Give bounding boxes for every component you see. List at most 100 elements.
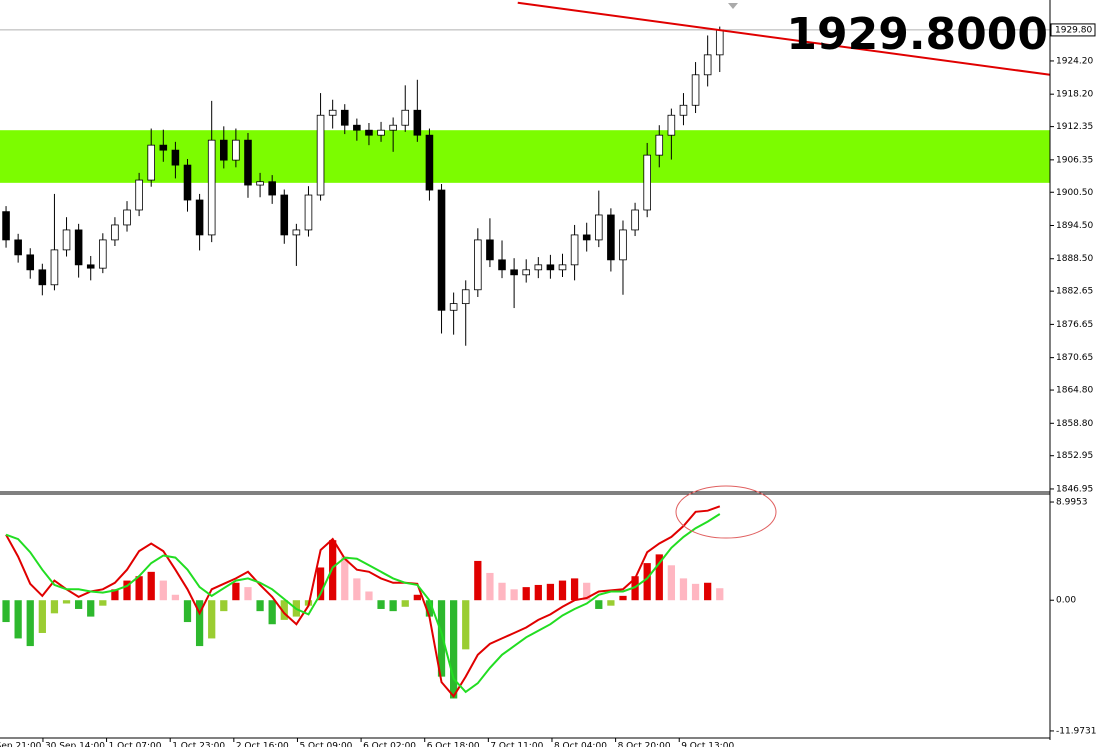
candle-body xyxy=(62,229,71,251)
candle-body xyxy=(135,179,143,211)
candle-body xyxy=(449,303,458,311)
histogram-bar xyxy=(268,600,276,625)
candle-body xyxy=(437,189,446,311)
histogram-bar xyxy=(256,600,264,612)
candle-body xyxy=(268,181,276,196)
candle-body xyxy=(50,249,59,286)
histogram-bar xyxy=(280,600,288,620)
x-tick-label: 1 Oct 07:00 xyxy=(109,742,162,747)
candle-body xyxy=(123,209,131,226)
candle-body xyxy=(570,234,579,266)
x-tick-label: 29 Sep 21:00 xyxy=(0,742,42,747)
candle-body xyxy=(38,269,47,286)
candle-body xyxy=(111,224,119,241)
candle-body xyxy=(365,129,373,136)
candle-body xyxy=(619,229,627,261)
histogram-bar xyxy=(244,587,252,601)
histogram-bar xyxy=(413,594,421,601)
y-tick-label: 1852.95 xyxy=(1056,451,1093,461)
histogram-bar xyxy=(99,600,107,606)
histogram-bar xyxy=(716,588,724,601)
histogram-bar xyxy=(62,600,71,604)
candle-body xyxy=(86,264,95,269)
candle-body xyxy=(643,154,651,211)
histogram-bar xyxy=(111,589,119,601)
histogram-bar xyxy=(607,600,615,606)
trendline xyxy=(517,1,1051,76)
histogram-bar xyxy=(220,600,228,612)
candle-body xyxy=(679,104,688,116)
candle-body xyxy=(667,114,676,136)
candle-body xyxy=(292,229,301,236)
candle-body xyxy=(171,149,180,166)
y-tick-label: 1870.65 xyxy=(1056,353,1093,363)
candle-body xyxy=(655,134,664,156)
histogram-bar xyxy=(38,600,46,633)
candle-body xyxy=(2,211,10,241)
y-tick-label: 0.00 xyxy=(1056,596,1076,606)
y-tick-label: 1894.50 xyxy=(1056,221,1093,231)
candle-body xyxy=(498,259,506,271)
y-tick-label: 1888.50 xyxy=(1056,254,1093,264)
histogram-bar xyxy=(691,583,700,601)
histogram-bar xyxy=(353,578,361,601)
histogram-bar xyxy=(365,591,373,601)
x-tick-label: 7 Oct 11:00 xyxy=(490,742,543,747)
candle-body xyxy=(413,109,422,136)
histogram-bar xyxy=(195,600,204,647)
histogram-bar xyxy=(655,554,663,601)
y-tick-label: 1900.50 xyxy=(1056,188,1093,198)
candle-body xyxy=(280,194,289,236)
candle-body xyxy=(715,29,724,56)
x-tick-label: 8 Oct 04:00 xyxy=(554,742,607,747)
histogram-bar xyxy=(50,600,59,614)
histogram-bar xyxy=(546,583,555,601)
histogram-bar xyxy=(425,600,434,617)
y-tick-label: 1846.95 xyxy=(1056,484,1093,494)
candle-body xyxy=(353,124,361,131)
candle-body xyxy=(486,239,494,261)
histogram-bar xyxy=(437,600,446,677)
candle-body xyxy=(703,54,712,76)
candle-body xyxy=(207,139,216,236)
x-tick-label: 8 Oct 20:00 xyxy=(618,742,671,747)
candle-body xyxy=(74,229,83,266)
candle-body xyxy=(595,214,603,241)
histogram-bar xyxy=(26,600,34,647)
histogram-bar xyxy=(679,578,688,601)
histogram-bar xyxy=(183,600,192,623)
candle-body xyxy=(26,254,35,271)
histogram-bar xyxy=(377,600,385,609)
plot-layer: 1929.8000 xyxy=(0,1,1051,699)
candle-body xyxy=(220,139,228,161)
marker xyxy=(728,3,738,9)
indicator-line xyxy=(5,513,721,694)
price-text: 1929.8000 xyxy=(786,9,1048,60)
y-tick-label: 1858.80 xyxy=(1056,419,1093,429)
candle-body xyxy=(304,194,313,231)
x-tick-label: 5 Oct 09:00 xyxy=(299,742,352,747)
x-tick-label: 6 Oct 18:00 xyxy=(427,742,480,747)
candle-body xyxy=(183,164,192,201)
candle-body xyxy=(328,109,337,116)
histogram-bar xyxy=(123,580,131,601)
x-tick-label: 1 Oct 23:00 xyxy=(172,742,225,747)
candle-body xyxy=(558,264,567,271)
candle-body xyxy=(461,289,470,305)
histogram-bar xyxy=(87,600,95,617)
histogram-bar xyxy=(75,600,83,609)
histogram-bar xyxy=(341,556,349,601)
y-tick-label: 1906.35 xyxy=(1056,155,1093,165)
histogram-bar xyxy=(643,563,651,601)
candle-body xyxy=(389,124,397,131)
highlight-ellipse xyxy=(675,485,777,539)
histogram-bar xyxy=(631,576,639,601)
x-tick-label: 2 Oct 16:00 xyxy=(236,742,289,747)
histogram-bar xyxy=(667,565,675,601)
histogram-bar xyxy=(135,576,143,601)
y-tick-label: -11.9731 xyxy=(1056,726,1096,736)
candle-body xyxy=(159,144,168,151)
histogram-bar xyxy=(232,582,240,601)
